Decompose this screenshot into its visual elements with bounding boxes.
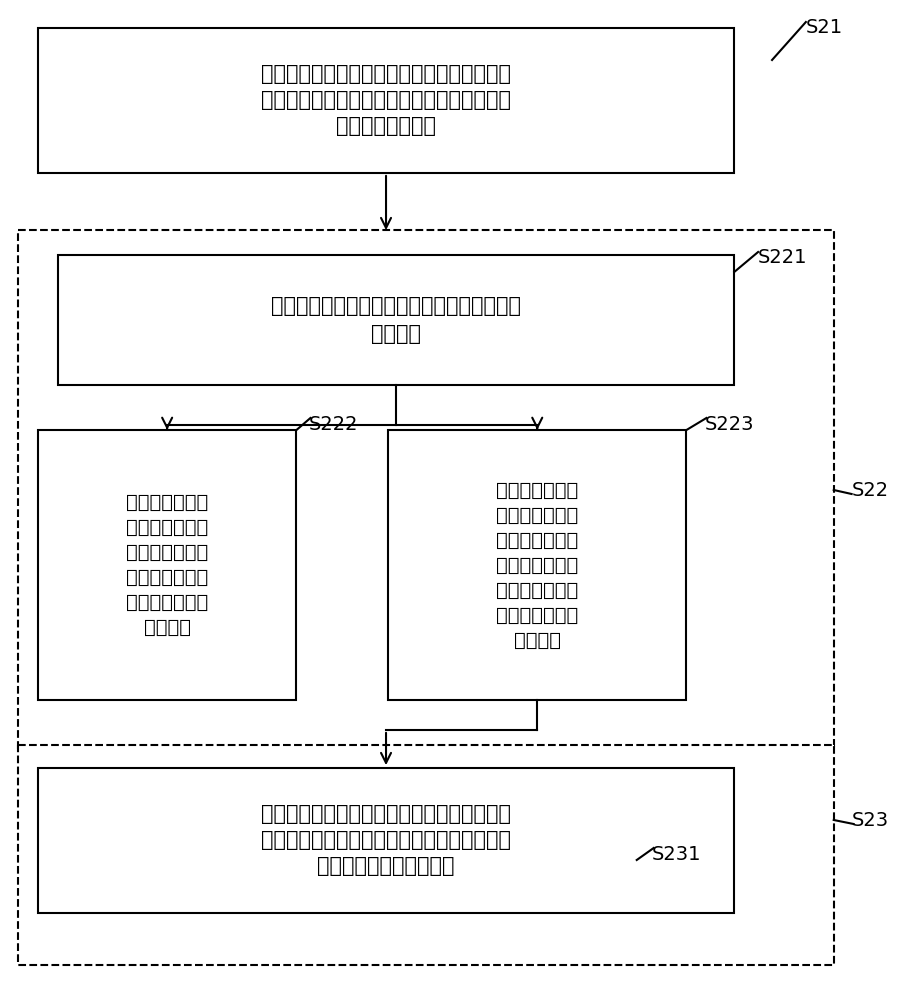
Text: 线状态交替出现: 线状态交替出现 — [496, 556, 578, 574]
Text: 当所述预设时间: 当所述预设时间 — [496, 481, 578, 499]
Text: 所述当所述基板管理控制器的网络异常时，通: 所述当所述基板管理控制器的网络异常时，通 — [261, 804, 511, 824]
Text: S223: S223 — [704, 415, 754, 434]
Bar — [57, 255, 735, 385]
Text: 时，确定所述基: 时，确定所述基 — [126, 568, 208, 587]
Text: S23: S23 — [851, 810, 889, 830]
Text: 通过所述网络通路对所述基板管理控制器进行: 通过所述网络通路对所述基板管理控制器进行 — [261, 64, 511, 85]
Text: S222: S222 — [308, 415, 358, 434]
Bar — [38, 28, 735, 173]
Text: 段内的连接状态: 段内的连接状态 — [496, 506, 578, 524]
Text: 当所述预设时间: 当所述预设时间 — [126, 493, 208, 512]
Text: S221: S221 — [758, 248, 807, 267]
Text: S231: S231 — [652, 845, 701, 864]
Text: 段内的连接状态: 段内的连接状态 — [126, 518, 208, 537]
Bar — [18, 230, 833, 750]
Text: 检测，获取所述基板管理控制器在预设时间段: 检测，获取所述基板管理控制器在预设时间段 — [261, 91, 511, 110]
Bar — [18, 745, 833, 965]
Text: 网络异常: 网络异常 — [514, 631, 560, 650]
Text: 重启所述基板管理控制器: 重启所述基板管理控制器 — [317, 856, 454, 876]
Bar — [388, 430, 686, 700]
Text: 连接状态: 连接状态 — [371, 324, 421, 344]
Text: 时，确定所述基: 时，确定所述基 — [496, 580, 578, 599]
Text: S22: S22 — [851, 481, 889, 499]
Text: 板管理控制器的: 板管理控制器的 — [126, 593, 208, 612]
Text: 过所述第一网口向所述第二网口分配网络，以: 过所述第一网口向所述第二网口分配网络，以 — [261, 830, 511, 850]
Text: 为连接状态与下: 为连接状态与下 — [496, 530, 578, 550]
Text: 板管理控制器的: 板管理控制器的 — [496, 605, 578, 624]
Bar — [38, 768, 735, 913]
Bar — [38, 430, 296, 700]
Text: 内的网络连接状态: 内的网络连接状态 — [336, 116, 436, 136]
Text: 为保持连接状态: 为保持连接状态 — [126, 543, 208, 562]
Text: 判断所述预设时间段内的连接状态是否为保持: 判断所述预设时间段内的连接状态是否为保持 — [271, 296, 521, 316]
Text: 网络正常: 网络正常 — [144, 618, 190, 637]
Text: S21: S21 — [806, 18, 843, 37]
